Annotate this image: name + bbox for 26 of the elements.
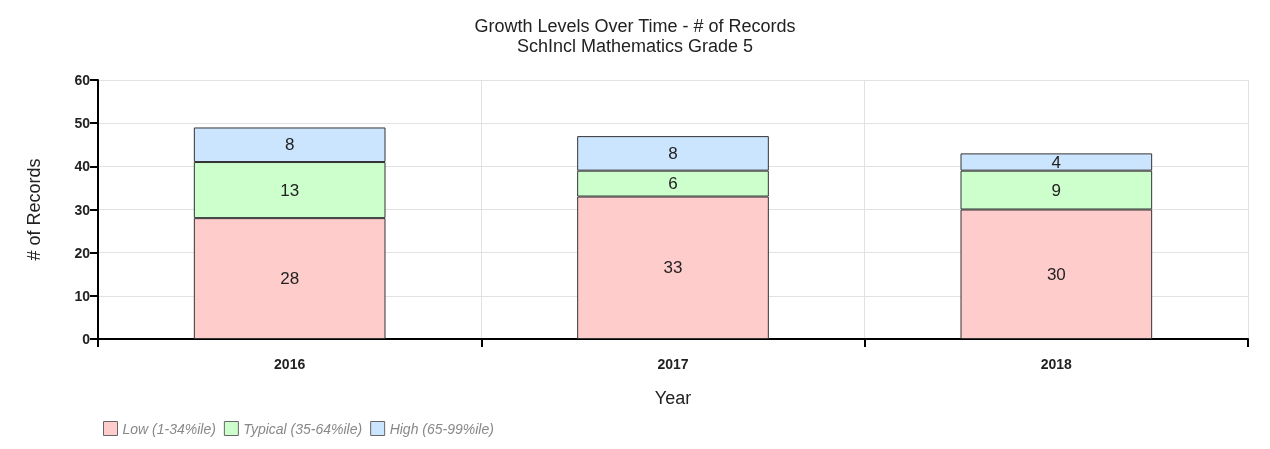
data-label: 4 — [1051, 152, 1062, 172]
chart-title: Growth Levels Over Time - # of Records — [474, 16, 796, 36]
data-label: 33 — [663, 258, 683, 278]
y-tick-label: 50 — [74, 115, 91, 132]
x-tick-label: 2018 — [1040, 356, 1073, 372]
y-tick-label: 40 — [74, 158, 91, 175]
legend-label: Low (1-34%ile) — [122, 420, 216, 437]
x-axis-title: Year — [654, 388, 692, 408]
legend-label: High (65-99%ile) — [389, 420, 494, 437]
data-label: 9 — [1051, 180, 1062, 200]
data-label: 8 — [284, 135, 295, 155]
chart-subtitle: SchIncl Mathematics Grade 5 — [516, 36, 754, 56]
x-tick-label: 2016 — [274, 356, 306, 372]
data-label: 30 — [1046, 264, 1066, 284]
data-label: 13 — [280, 180, 300, 200]
y-tick-label: 60 — [74, 72, 91, 88]
y-tick-label: 0 — [82, 331, 91, 347]
x-tick-label: 2017 — [657, 356, 689, 372]
y-tick-label: 30 — [74, 201, 91, 218]
y-tick-label: 10 — [74, 287, 91, 304]
data-label: 28 — [280, 269, 300, 289]
y-tick-label: 20 — [74, 244, 91, 261]
data-label: 8 — [668, 143, 678, 163]
legend-label: Typical (35-64%ile) — [243, 420, 363, 437]
data-label: 6 — [668, 174, 678, 194]
y-axis-title: # of Records — [24, 158, 44, 261]
